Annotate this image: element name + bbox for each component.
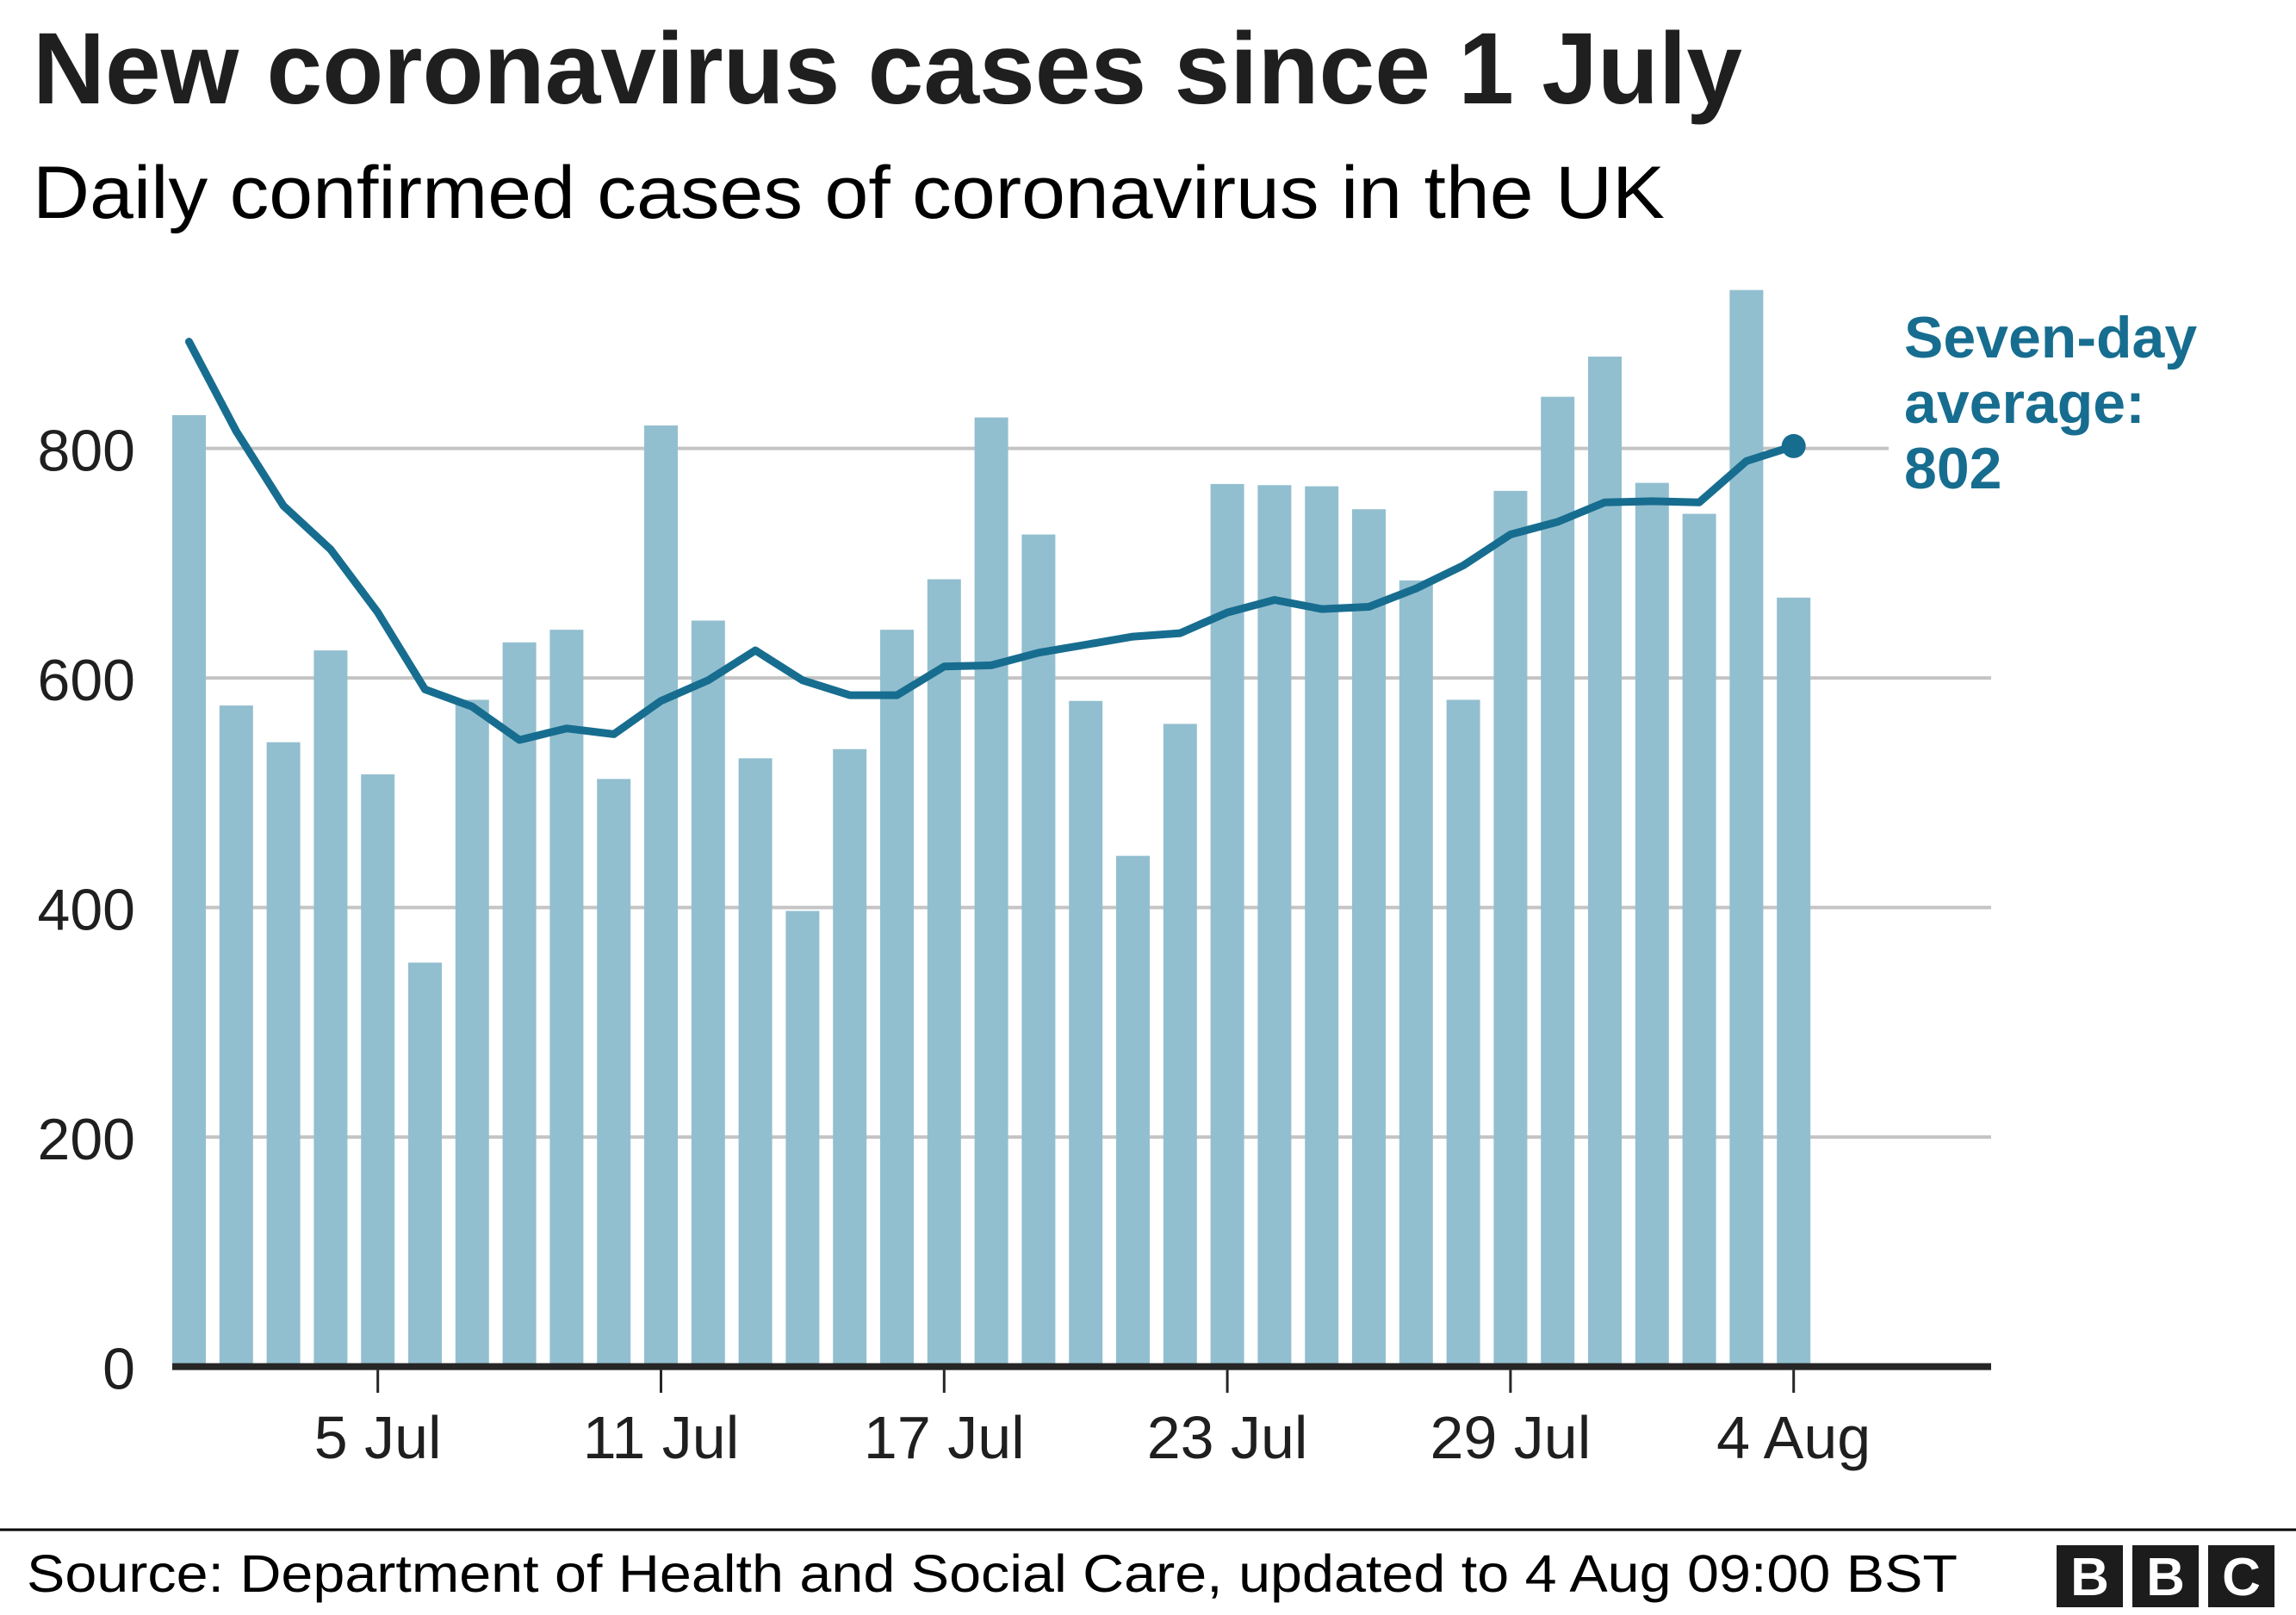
- bar: [1163, 724, 1197, 1367]
- annotation-line-1: Seven-day: [1904, 305, 2197, 370]
- bar: [1493, 490, 1528, 1367]
- x-tick-label: 11 Jul: [583, 1404, 740, 1471]
- x-tick-label: 5 Jul: [314, 1404, 442, 1471]
- bbc-logo-box-3: [2208, 1545, 2274, 1607]
- bar: [880, 630, 914, 1367]
- x-axis-labels: 5 Jul 11 Jul 17 Jul 23 Jul 29 Jul 4 Aug: [314, 1404, 1871, 1471]
- bar: [644, 425, 678, 1367]
- bar: [219, 705, 253, 1367]
- bbc-logo-box-2: [2132, 1545, 2199, 1607]
- bar: [1682, 513, 1716, 1367]
- bar: [1257, 485, 1292, 1367]
- latest-average-marker: [1781, 433, 1806, 458]
- bbc-logo-letter-3: C: [2222, 1548, 2261, 1607]
- bar: [408, 962, 442, 1367]
- bbc-logo-letter-2: B: [2146, 1548, 2185, 1607]
- bar: [549, 630, 584, 1367]
- x-tick-label: 23 Jul: [1147, 1404, 1308, 1471]
- bar: [1635, 482, 1669, 1367]
- bar: [172, 414, 206, 1367]
- chart-title: New coronavirus cases since 1 July: [33, 12, 1742, 126]
- y-axis-labels: 0 200 400 600 800: [38, 419, 135, 1402]
- bar: [1116, 855, 1150, 1367]
- bar: [455, 699, 489, 1367]
- bbc-logo: B B C: [2057, 1545, 2274, 1607]
- bar: [1729, 289, 1764, 1367]
- bar: [361, 774, 395, 1367]
- y-tick-label: 400: [38, 878, 135, 943]
- bar: [974, 417, 1008, 1367]
- y-tick-label: 200: [38, 1107, 135, 1172]
- line-series: [185, 338, 1806, 744]
- annotation-line-3: 802: [1904, 436, 2001, 501]
- bar: [1777, 597, 1811, 1367]
- bar: [313, 650, 348, 1367]
- bar: [785, 910, 820, 1367]
- bar: [597, 779, 631, 1367]
- x-tick-label: 4 Aug: [1716, 1404, 1871, 1471]
- bar: [266, 742, 301, 1367]
- bar: [1210, 483, 1244, 1367]
- y-tick-label: 0: [102, 1337, 135, 1402]
- x-tick-label: 29 Jul: [1430, 1404, 1592, 1471]
- source-note: Source: Department of Health and Social …: [27, 1544, 1958, 1603]
- seven-day-average-line: [185, 338, 1798, 744]
- bar: [833, 748, 867, 1367]
- bar: [1069, 700, 1103, 1367]
- bar: [1588, 357, 1622, 1367]
- y-tick-label: 600: [38, 648, 135, 713]
- bar: [927, 579, 961, 1367]
- bar: [1541, 396, 1575, 1367]
- average-annotation: Seven-day average: 802: [1904, 305, 2197, 501]
- y-tick-label: 800: [38, 419, 135, 484]
- bar-series: [172, 289, 1811, 1367]
- annotation-line-2: average:: [1904, 370, 2145, 436]
- bar: [738, 758, 773, 1367]
- bar: [691, 620, 725, 1367]
- x-axis: [172, 1363, 1991, 1393]
- x-tick-label: 17 Jul: [864, 1404, 1025, 1471]
- bar: [1305, 486, 1339, 1367]
- bar: [502, 642, 537, 1367]
- bar: [1352, 509, 1386, 1367]
- bar: [1399, 580, 1433, 1367]
- chart-subtitle: Daily confirmed cases of coronavirus in …: [33, 152, 1665, 234]
- bar: [1446, 699, 1480, 1367]
- bbc-logo-box-1: [2057, 1545, 2123, 1607]
- bbc-logo-letter-1: B: [2070, 1548, 2109, 1607]
- bar: [1021, 534, 1056, 1367]
